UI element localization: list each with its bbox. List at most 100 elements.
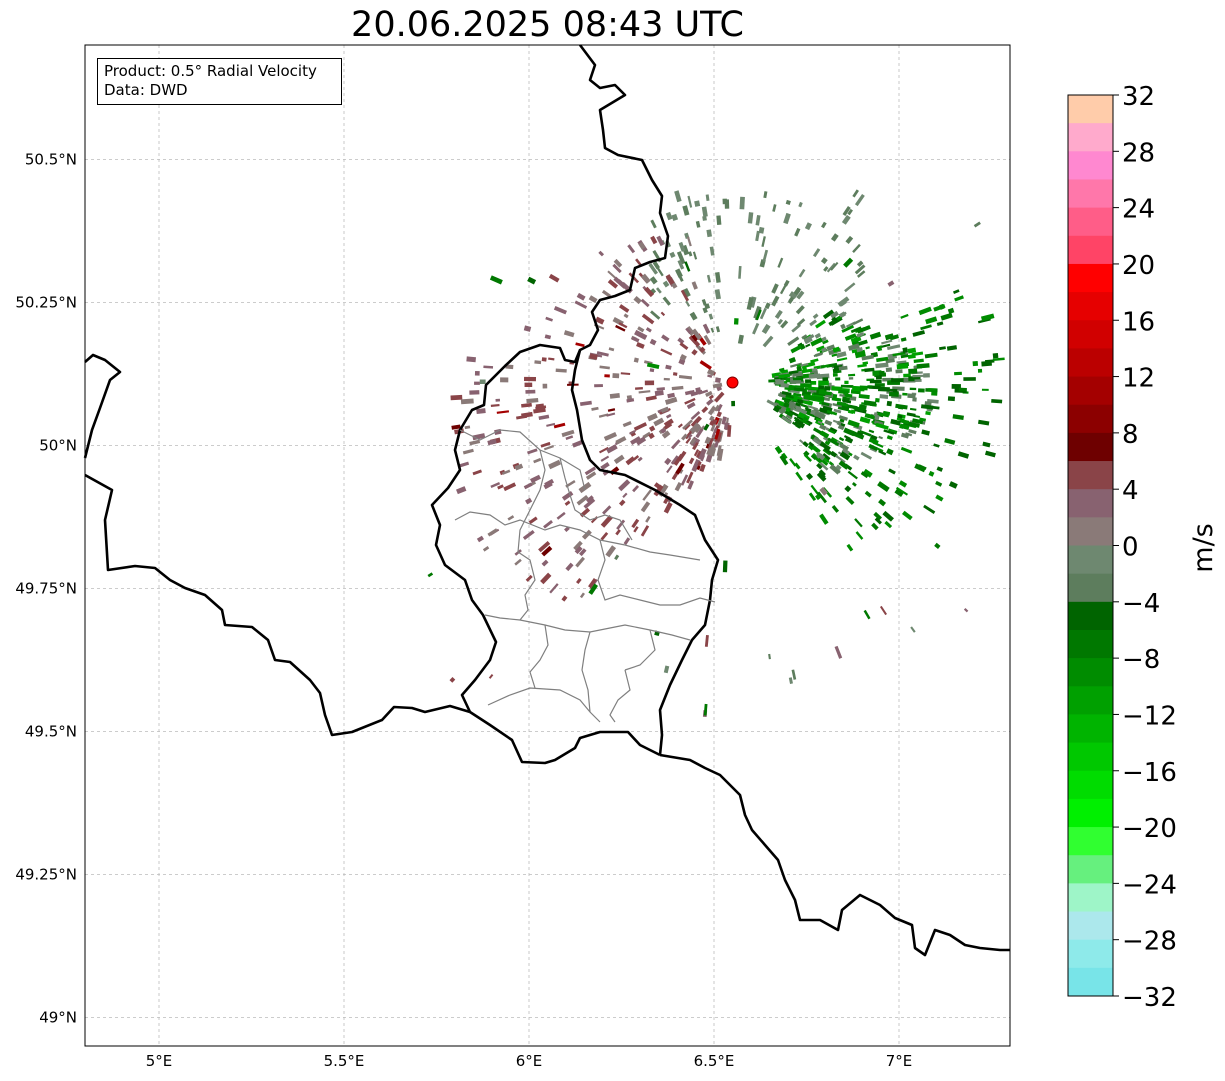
colorbar-segment (1068, 235, 1113, 265)
velocity-echo (565, 435, 574, 440)
velocity-echo (845, 235, 854, 245)
velocity-echo (789, 458, 797, 467)
velocity-echo (869, 379, 882, 384)
velocity-echo (844, 333, 857, 341)
velocity-echo (884, 333, 895, 341)
velocity-echo (850, 326, 862, 334)
velocity-echo (808, 441, 815, 448)
velocity-echo (699, 360, 712, 370)
velocity-echo (665, 211, 673, 221)
velocity-echo (699, 463, 706, 472)
velocity-echo (588, 583, 598, 595)
velocity-echo (691, 281, 698, 290)
velocity-echo (876, 345, 883, 349)
velocity-echo (820, 364, 830, 369)
velocity-echo (633, 422, 648, 431)
velocity-echo (755, 214, 761, 226)
velocity-echo (661, 334, 670, 342)
velocity-echo (427, 572, 434, 578)
velocity-echo (764, 302, 771, 310)
x-tick-label: 7°E (886, 1052, 913, 1070)
velocity-echo (860, 471, 869, 479)
velocity-echo (810, 381, 817, 385)
velocity-echo (612, 263, 622, 274)
velocity-echo (579, 400, 592, 407)
colorbar-segment (1068, 770, 1113, 800)
velocity-echo (936, 321, 944, 326)
velocity-echo (576, 292, 586, 301)
velocity-echo (868, 443, 879, 452)
velocity-echo (787, 297, 794, 304)
velocity-echo (957, 451, 970, 459)
velocity-echo (575, 342, 585, 348)
velocity-echo (716, 448, 724, 462)
velocity-echo (647, 412, 658, 422)
velocity-echo (872, 441, 884, 448)
velocity-echo (759, 307, 767, 320)
velocity-echo (907, 347, 917, 354)
velocity-echo (821, 221, 827, 229)
velocity-echo (878, 498, 887, 507)
velocity-echo (886, 344, 901, 351)
velocity-echo (912, 330, 926, 337)
velocity-echo (935, 494, 944, 502)
velocity-echo (638, 241, 646, 250)
map-frame (84, 44, 1011, 1047)
velocity-echo (599, 365, 610, 370)
velocity-echo (761, 236, 766, 248)
velocity-echo (691, 328, 702, 341)
velocity-echo (563, 330, 575, 338)
velocity-echo (626, 398, 635, 403)
velocity-echo (527, 276, 537, 285)
velocity-echo (695, 428, 704, 439)
velocity-echo (854, 518, 863, 528)
velocity-echo (789, 385, 799, 388)
velocity-echo (604, 374, 610, 378)
velocity-echo (855, 531, 864, 540)
velocity-echo (538, 414, 550, 420)
velocity-echo (533, 407, 546, 414)
velocity-echo (771, 283, 779, 294)
velocity-echo (722, 198, 728, 205)
velocity-echo (832, 402, 843, 408)
velocity-echo (640, 298, 650, 308)
velocity-echo (650, 310, 661, 320)
colorbar-segment (1068, 376, 1113, 406)
velocity-echo (747, 212, 754, 224)
velocity-echo (451, 424, 461, 430)
velocity-echo (600, 514, 613, 528)
velocity-echo (505, 364, 514, 370)
velocity-echo (914, 463, 926, 473)
velocity-echo (843, 257, 854, 268)
velocity-echo (909, 407, 917, 411)
country-border-france-germany (659, 753, 1010, 957)
velocity-echo (780, 383, 789, 388)
velocity-echo (662, 296, 671, 306)
velocity-echo (817, 420, 823, 425)
velocity-echo (528, 516, 538, 525)
velocity-echo (858, 394, 870, 400)
velocity-echo (585, 471, 597, 480)
velocity-echo (863, 400, 877, 407)
velocity-echo (777, 257, 784, 268)
colorbar-segment (1068, 798, 1113, 828)
velocity-echo (641, 273, 651, 284)
velocity-echo (514, 463, 524, 471)
velocity-echo (900, 446, 913, 454)
colorbar-segment (1068, 263, 1113, 293)
velocity-echo (815, 417, 823, 423)
velocity-echo (821, 452, 831, 462)
x-tick-label: 5.5°E (324, 1052, 365, 1070)
velocity-echo (908, 376, 915, 382)
velocity-echo (801, 368, 813, 374)
velocity-echo (898, 480, 908, 488)
velocity-echo (615, 529, 621, 536)
y-tick-label: 49°N (39, 1008, 77, 1026)
velocity-echo (600, 532, 609, 541)
velocity-echo (653, 482, 661, 489)
radar-site-marker (726, 376, 739, 389)
velocity-echo (781, 390, 792, 396)
velocity-echo (603, 431, 618, 442)
velocity-echo (568, 381, 573, 384)
velocity-echo (460, 398, 474, 405)
